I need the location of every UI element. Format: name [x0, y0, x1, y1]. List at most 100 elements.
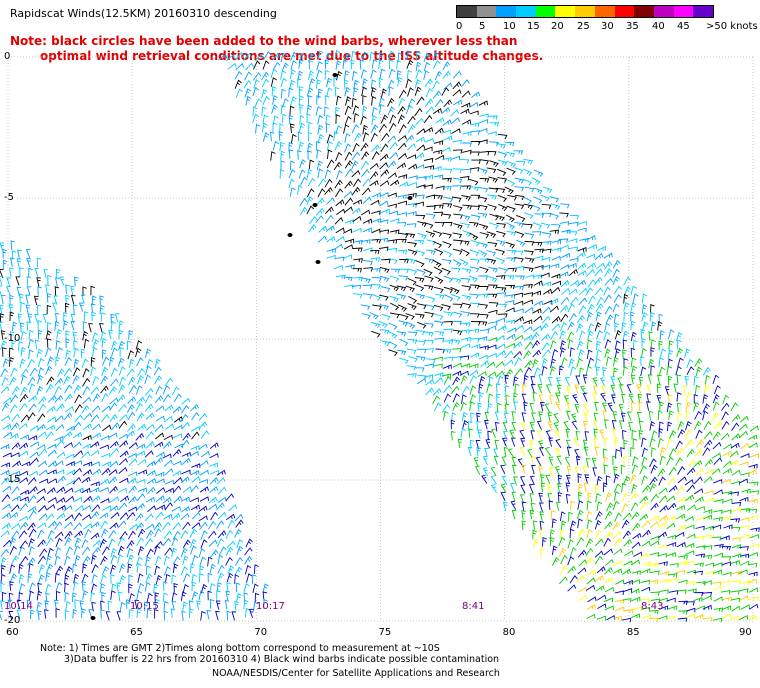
wind-barb	[45, 513, 55, 522]
wind-barb	[702, 554, 713, 560]
wind-barb	[63, 442, 73, 449]
wind-barb	[576, 314, 585, 324]
wind-barb	[415, 164, 425, 170]
wind-barb	[747, 469, 757, 475]
wind-barb	[747, 578, 757, 584]
wind-barb	[17, 249, 22, 259]
wind-barb	[461, 195, 471, 201]
wind-barb	[407, 181, 417, 187]
wind-barb	[263, 598, 268, 609]
wind-barb	[575, 455, 581, 466]
wind-barb	[559, 576, 568, 585]
wind-barb	[452, 401, 460, 411]
wind-barb	[594, 268, 603, 277]
wind-barb	[603, 597, 614, 603]
wind-barb	[650, 535, 660, 541]
wind-barb	[711, 452, 722, 459]
wind-barb	[694, 358, 703, 367]
wind-barb	[607, 402, 613, 412]
wind-barb	[379, 294, 389, 301]
wind-barb	[324, 206, 334, 215]
wind-barb	[574, 449, 580, 459]
wind-barb	[28, 528, 37, 538]
wind-barb	[289, 69, 296, 79]
wind-barb	[199, 521, 208, 530]
wind-barb	[461, 185, 472, 190]
wind-barb	[137, 368, 145, 377]
wind-barb	[65, 495, 75, 503]
wind-barb	[44, 609, 49, 619]
wind-barb	[387, 160, 397, 169]
wind-barb	[1, 503, 11, 510]
wind-barb	[118, 457, 128, 466]
wind-barb	[344, 115, 352, 126]
wind-barb	[531, 464, 536, 475]
wind-barb	[316, 160, 323, 171]
wind-barb	[191, 554, 199, 565]
wind-barb	[506, 167, 516, 175]
wind-barb	[110, 511, 120, 519]
wind-barb	[443, 384, 452, 393]
wind-barb	[479, 391, 484, 402]
wind-barb	[253, 72, 262, 81]
wind-barb	[324, 178, 333, 188]
wind-barb	[344, 160, 353, 169]
wind-barb	[101, 565, 110, 576]
wind-barb	[388, 322, 398, 330]
wind-barb	[666, 534, 676, 540]
wind-barb	[461, 411, 468, 422]
wind-barb	[343, 124, 350, 134]
wind-barb	[397, 212, 407, 217]
wind-barb	[47, 338, 52, 348]
wind-barb	[155, 478, 165, 484]
wind-barb	[721, 613, 732, 620]
wind-barb	[612, 500, 620, 510]
wind-barb	[10, 331, 15, 341]
wind-barb	[20, 346, 26, 357]
wind-barb	[82, 469, 93, 476]
wind-barb	[604, 521, 613, 530]
wind-barb	[100, 435, 110, 441]
wind-barb	[191, 476, 201, 483]
wind-barb	[64, 574, 70, 585]
wind-barb	[530, 383, 536, 394]
wind-barb	[362, 227, 373, 233]
wind-barb	[442, 410, 449, 421]
wind-barb	[648, 331, 654, 341]
wind-barb	[182, 555, 189, 565]
wind-barb	[677, 476, 687, 484]
wind-barb	[596, 475, 603, 486]
wind-barb	[171, 386, 180, 396]
wind-barb	[748, 551, 758, 557]
wind-barb	[601, 402, 607, 412]
wind-barb	[423, 174, 433, 180]
wind-barb	[127, 396, 137, 404]
wind-barb	[642, 529, 651, 538]
wind-barb	[196, 600, 201, 610]
wind-barb	[66, 480, 76, 486]
wind-barb	[16, 599, 22, 610]
pass-time-label: 10:14	[4, 601, 33, 612]
wind-barb	[11, 530, 20, 539]
wind-barb	[630, 502, 639, 512]
wind-barb	[9, 347, 14, 358]
wind-barb	[641, 304, 648, 314]
wind-barb	[450, 155, 461, 161]
wind-barb	[621, 568, 632, 575]
wind-barb	[46, 304, 52, 315]
wind-barb	[10, 240, 16, 251]
wind-barb	[109, 440, 119, 449]
wind-barb	[460, 222, 471, 229]
wind-barb	[45, 284, 50, 294]
wind-barb	[191, 522, 201, 529]
wind-barb	[469, 284, 480, 290]
wind-barb	[623, 579, 634, 585]
wind-barb	[504, 359, 514, 367]
wind-barb	[72, 367, 81, 377]
wind-barb	[45, 554, 52, 565]
wind-barb	[126, 404, 135, 413]
wind-barb	[432, 230, 443, 237]
wind-barb	[433, 356, 443, 362]
wind-barb	[280, 77, 288, 88]
wind-barb	[0, 556, 7, 567]
